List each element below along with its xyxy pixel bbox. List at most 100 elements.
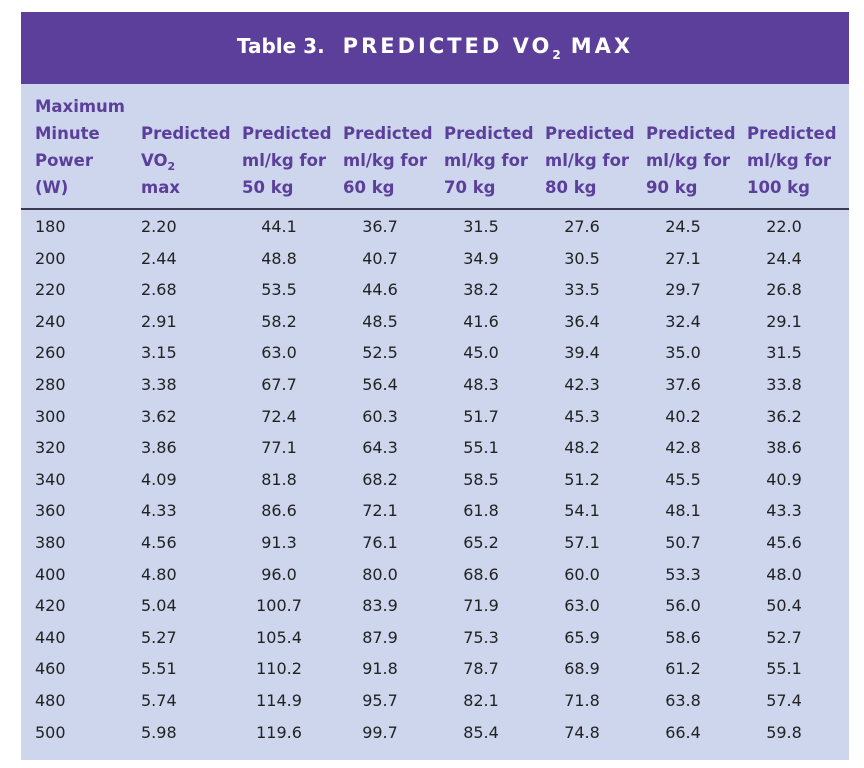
table-cell: 110.2 [256, 659, 302, 679]
table-cell: 340 [35, 469, 66, 489]
header-line: ml/kg for [646, 151, 731, 170]
header-line: ml/kg for [444, 151, 529, 170]
table-cell: 63.0 [564, 596, 600, 616]
table-cell: 400 [35, 564, 66, 584]
header-line: 80 kg [545, 178, 597, 197]
table-cell: 27.1 [665, 248, 701, 268]
table-cell: 2.91 [141, 311, 177, 331]
table-cell: 48.2 [564, 438, 600, 458]
table-cell: 91.3 [261, 533, 297, 552]
table-cell: 5.74 [141, 691, 177, 710]
table-cell: 85.4 [463, 722, 499, 742]
table-cell: 45.6 [766, 533, 802, 552]
header-line: Power [35, 151, 93, 170]
title-main: PREDICTED VO [342, 34, 553, 58]
table-cell: 45.3 [564, 406, 600, 426]
table-cell: 34.9 [463, 248, 499, 268]
header-line: (W) [35, 178, 69, 197]
table-cell: 320 [35, 438, 66, 458]
header-vo: VO [141, 151, 168, 170]
table-cell: 460 [35, 659, 66, 679]
table-cell: 96.0 [261, 564, 297, 584]
col-header-power: Maximum Minute Power (W) [35, 93, 125, 201]
table-row: 480 5.74 114.9 95.7 82.1 71.8 63.8 57.4 [21, 687, 849, 718]
table-cell: 33.8 [766, 375, 802, 394]
table-cell: 66.4 [665, 722, 701, 742]
table-cell: 48.0 [766, 564, 802, 584]
table-cell: 3.15 [141, 343, 177, 363]
table-cell: 58.5 [463, 469, 499, 489]
title-subscript: 2 [552, 48, 561, 62]
table-cell: 48.8 [261, 248, 297, 268]
table-cell: 36.4 [564, 311, 600, 331]
table-cell: 61.2 [665, 659, 701, 679]
header-line: 100 kg [747, 178, 810, 197]
table-cell: 38.2 [463, 280, 499, 300]
table-cell: 52.5 [362, 343, 398, 363]
table-cell: 42.3 [564, 375, 600, 394]
table-cell: 63.8 [665, 691, 701, 710]
table-title: Table 3. PREDICTED VO2 MAX [21, 34, 849, 62]
table-cell: 76.1 [362, 533, 398, 552]
table-cell: 38.6 [766, 438, 802, 458]
table-cell: 29.7 [665, 280, 701, 300]
table-cell: 51.2 [564, 469, 600, 489]
col-header-80kg: Predicted ml/kg for 80 kg [545, 120, 635, 201]
table-cell: 100.7 [256, 596, 302, 616]
table-cell: 58.2 [261, 311, 297, 331]
table-row: 440 5.27 105.4 87.9 75.3 65.9 58.6 52.7 [21, 624, 849, 655]
table-cell: 31.5 [766, 343, 802, 363]
table-cell: 68.6 [463, 564, 499, 584]
table-cell: 2.44 [141, 248, 177, 268]
table-cell: 83.9 [362, 596, 398, 616]
table-cell: 51.7 [463, 406, 499, 426]
table-row: 360 4.33 86.6 72.1 61.8 54.1 48.1 43.3 [21, 497, 849, 528]
table-cell: 72.1 [362, 501, 398, 521]
table-cell: 82.1 [463, 691, 499, 710]
table-cell: 39.4 [564, 343, 600, 363]
header-line: Minute [35, 124, 100, 143]
table-row: 300 3.62 72.4 60.3 51.7 45.3 40.2 36.2 [21, 403, 849, 434]
table-row: 500 5.98 119.6 99.7 85.4 74.8 66.4 59.8 [21, 719, 849, 750]
table-cell: 48.5 [362, 311, 398, 331]
col-header-90kg: Predicted ml/kg for 90 kg [646, 120, 736, 201]
table-cell: 71.8 [564, 691, 600, 710]
header-line: Predicted [141, 124, 231, 143]
header-line: Predicted [646, 124, 736, 143]
table-cell: 27.6 [564, 217, 600, 236]
table-cell: 26.8 [766, 280, 802, 300]
table-cell: 72.4 [261, 406, 297, 426]
header-line: VO2 [141, 147, 231, 174]
header-line: Predicted [242, 124, 332, 143]
header-line: 70 kg [444, 178, 496, 197]
table-cell: 67.7 [261, 375, 297, 394]
table-row: 460 5.51 110.2 91.8 78.7 68.9 61.2 55.1 [21, 655, 849, 686]
table-cell: 37.6 [665, 375, 701, 394]
table-cell: 48.3 [463, 375, 499, 394]
table-cell: 40.9 [766, 469, 802, 489]
table-cell: 360 [35, 501, 66, 521]
table-cell: 55.1 [766, 659, 802, 679]
header-line: ml/kg for [242, 151, 327, 170]
title-bar: Table 3. PREDICTED VO2 MAX [21, 12, 849, 84]
table-cell: 95.7 [362, 691, 398, 710]
table-cell: 68.9 [564, 659, 600, 679]
table-cell: 59.8 [766, 722, 802, 742]
table-cell: 380 [35, 533, 66, 552]
table-cell: 53.5 [261, 280, 297, 300]
table-cell: 280 [35, 375, 66, 394]
table-cell: 114.9 [256, 691, 302, 710]
table-cell: 45.5 [665, 469, 701, 489]
col-header-100kg: Predicted ml/kg for 100 kg [747, 120, 837, 201]
table-cell: 45.0 [463, 343, 499, 363]
header-line: ml/kg for [747, 151, 832, 170]
header-line: ml/kg for [343, 151, 428, 170]
col-header-50kg: Predicted ml/kg for 50 kg [242, 120, 332, 201]
title-suffix: MAX [570, 34, 634, 58]
table-cell: 5.04 [141, 596, 177, 616]
table-cell: 29.1 [766, 311, 802, 331]
table-cell: 74.8 [564, 722, 600, 742]
table-cell: 36.2 [766, 406, 802, 426]
table-row: 260 3.15 63.0 52.5 45.0 39.4 35.0 31.5 [21, 339, 849, 370]
table-cell: 42.8 [665, 438, 701, 458]
